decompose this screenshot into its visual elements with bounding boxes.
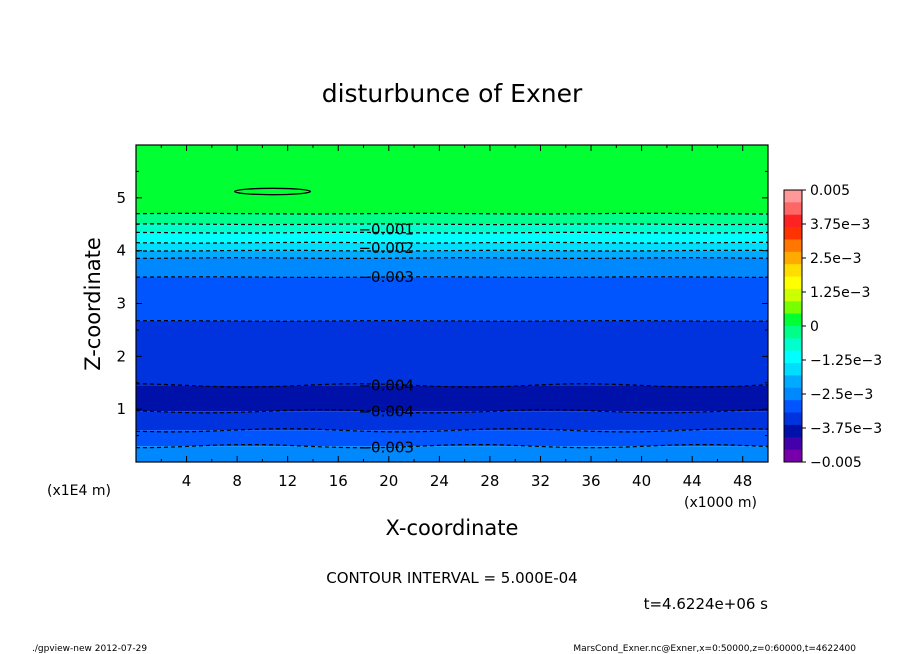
colorbar-swatch-0 [784, 190, 802, 203]
x-tick-label-6: 28 [480, 472, 499, 490]
x-tick-label-5: 24 [430, 472, 449, 490]
colorbar-swatch-3 [784, 227, 802, 240]
colorbar-swatch-20 [784, 437, 802, 451]
colorbar-swatch-4 [784, 239, 802, 253]
field-band-6 [136, 258, 768, 278]
colorbar-tick-label-7: −3.75e−3 [810, 421, 882, 437]
field-band-11 [136, 430, 768, 447]
contour-line-8 [136, 383, 768, 388]
colorbar-tick-label-0: 0.005 [810, 183, 850, 199]
colorbar-ticks: 0.005 3.75e−3 2.5e−3 1.25e−3 0 −1.25e−3 −2.5e−… [802, 183, 882, 471]
colorbar-tick-label-2: 2.5e−3 [810, 251, 862, 267]
contour-line-2 [136, 231, 768, 234]
y-tick-label-2: 3 [116, 295, 126, 313]
field-band-9 [136, 385, 768, 412]
colorbar-swatch-15 [784, 375, 802, 389]
colorbar-swatch-10 [784, 313, 802, 327]
x-tick-label-0: 4 [182, 472, 192, 490]
colorbar-swatch-13 [784, 350, 802, 364]
contour-label-5: −0.003 [358, 439, 414, 457]
contour-lines [136, 187, 768, 449]
contour-interval: CONTOUR INTERVAL = 5.000E-04 [326, 569, 577, 587]
field-band-0 [136, 145, 768, 214]
contour-label-4: −0.004 [358, 402, 414, 420]
y-tick-label-0: 1 [116, 400, 126, 418]
contour-label-3: −0.004 [358, 376, 414, 394]
contour-line-10 [136, 428, 768, 433]
contour-label-1: −0.002 [358, 239, 414, 257]
x-axis-ticks: 4 8 12 16 20 24 28 32 36 40 44 48 [160, 145, 752, 490]
x-tick-label-4: 20 [379, 472, 398, 490]
colorbar-swatch-17 [784, 400, 802, 414]
contour-line-7 [136, 320, 768, 322]
field-band-12 [136, 446, 768, 462]
contour-label-0: −0.001 [358, 221, 414, 239]
colorbar-swatch-1 [784, 202, 802, 216]
contour-line-1 [136, 223, 768, 226]
contour-label-2: −0.003 [358, 268, 414, 286]
contour-line-5 [136, 257, 768, 259]
x-tick-label-3: 16 [329, 472, 348, 490]
x-tick-label-9: 40 [632, 472, 651, 490]
contour-labels: −0.001−0.002 −0.003 −0.004 −0.004 −0.003 [358, 221, 414, 457]
field-band-7 [136, 277, 768, 321]
contour-line-11 [136, 444, 768, 449]
field-band-10 [136, 411, 768, 431]
colorbar-swatch-2 [784, 214, 802, 228]
x-unit-label: (x1000 m) [684, 495, 757, 511]
colorbar-swatch-21 [784, 449, 802, 463]
x-axis-label: X-coordinate [386, 516, 519, 540]
colorbar-swatch-16 [784, 387, 802, 401]
colorbar-swatch-12 [784, 338, 802, 352]
field-band-8 [136, 320, 768, 386]
x-tick-label-8: 36 [581, 472, 600, 490]
colorbar-swatch-19 [784, 424, 802, 438]
y-tick-label-1: 2 [116, 347, 126, 365]
field-band-1 [136, 213, 768, 225]
colorbar-swatch-9 [784, 301, 802, 315]
chart-title: disturbunce of Exner [322, 79, 583, 108]
field-bands [136, 145, 768, 462]
field-band-2 [136, 224, 768, 233]
colorbar-tick-label-6: −2.5e−3 [810, 387, 873, 403]
colorbar-tick-label-8: −0.005 [810, 455, 862, 471]
closed-contour [233, 187, 312, 196]
colorbar-tick-label-1: 3.75e−3 [810, 217, 870, 233]
colorbar-tick-label-5: −1.25e−3 [810, 353, 882, 369]
colorbar-swatch-6 [784, 264, 802, 278]
y-tick-label-3: 4 [116, 242, 126, 260]
colorbar [783, 189, 803, 463]
footer-left: ./gpview-new 2012-07-29 [32, 644, 147, 654]
colorbar-swatch-18 [784, 412, 802, 426]
x-tick-label-11: 48 [733, 472, 752, 490]
y-tick-label-4: 5 [116, 189, 126, 207]
contour-line-6 [136, 276, 768, 278]
contour-line-4 [136, 249, 768, 252]
x-tick-label-7: 32 [531, 472, 550, 490]
y-axis-label: Z-coordinate [81, 237, 105, 371]
colorbar-swatch-8 [784, 288, 802, 302]
y-axis-ticks: 1 2 3 4 5 [116, 170, 768, 437]
colorbar-swatch-14 [784, 363, 802, 376]
colorbar-tick-label-3: 1.25e−3 [810, 285, 870, 301]
contour-line-0 [136, 212, 768, 215]
field-band-3 [136, 232, 768, 243]
x-tick-label-1: 8 [232, 472, 242, 490]
y-unit-label: (x1E4 m) [47, 483, 111, 499]
x-tick-label-2: 12 [278, 472, 297, 490]
time-stamp: t=4.6224e+06 s [644, 595, 769, 613]
field-band-4 [136, 242, 768, 251]
colorbar-swatch-7 [784, 276, 802, 290]
colorbar-tick-label-4: 0 [810, 319, 819, 335]
field-band-5 [136, 250, 768, 259]
plot-area: −0.001−0.002 −0.003 −0.004 −0.004 −0.003 [135, 144, 769, 463]
x-tick-label-10: 44 [683, 472, 702, 490]
colorbar-swatch-5 [784, 251, 802, 265]
footer-right: MarsCond_Exner.nc@Exner,x=0:50000,z=0:60… [573, 644, 856, 654]
contour-line-3 [136, 241, 768, 244]
colorbar-swatch-11 [784, 326, 802, 339]
contour-line-9 [136, 409, 768, 414]
